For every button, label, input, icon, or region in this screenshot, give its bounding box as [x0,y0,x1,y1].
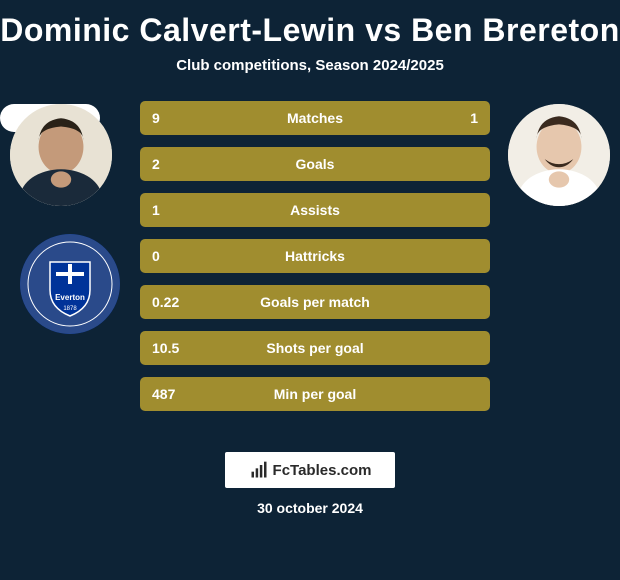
stat-bars: 9 Matches 1 2 Goals 1 Assists 0 Hattrick… [140,101,490,423]
stat-row: 0.22 Goals per match [140,285,490,319]
stat-left-value: 0 [152,248,160,264]
stat-label: Matches [287,110,343,126]
stat-right-value: 1 [470,110,478,126]
comparison-area: Everton 1878 9 Matches 1 2 Goals 1 Assis… [0,104,620,434]
stat-label: Shots per goal [266,340,363,356]
stat-left-value: 10.5 [152,340,179,356]
stat-label: Goals per match [260,294,370,310]
stat-left-value: 1 [152,202,160,218]
player-right-avatar [508,104,610,206]
stat-row: 487 Min per goal [140,377,490,411]
stat-label: Min per goal [274,386,356,402]
stat-row: 10.5 Shots per goal [140,331,490,365]
stat-left-value: 2 [152,156,160,172]
stat-left-value: 487 [152,386,175,402]
stat-row: 9 Matches 1 [140,101,490,135]
comparison-subtitle: Club competitions, Season 2024/2025 [0,57,620,74]
stat-row: 1 Assists [140,193,490,227]
stat-label: Assists [290,202,340,218]
club-left-badge: Everton 1878 [20,234,120,334]
stat-row: 0 Hattricks [140,239,490,273]
comparison-title: Dominic Calvert-Lewin vs Ben Brereton [0,0,620,49]
svg-text:Everton: Everton [55,293,85,302]
player-left-avatar [10,104,112,206]
chart-icon [249,460,269,480]
stat-left-value: 9 [152,110,160,126]
footer-brand-text: FcTables.com [273,462,372,479]
footer-brand: FcTables.com [225,452,395,488]
stat-label: Goals [296,156,335,172]
stat-label: Hattricks [285,248,345,264]
footer-date: 30 october 2024 [0,500,620,516]
svg-text:1878: 1878 [63,306,77,312]
stat-left-value: 0.22 [152,294,179,310]
stat-row: 2 Goals [140,147,490,181]
